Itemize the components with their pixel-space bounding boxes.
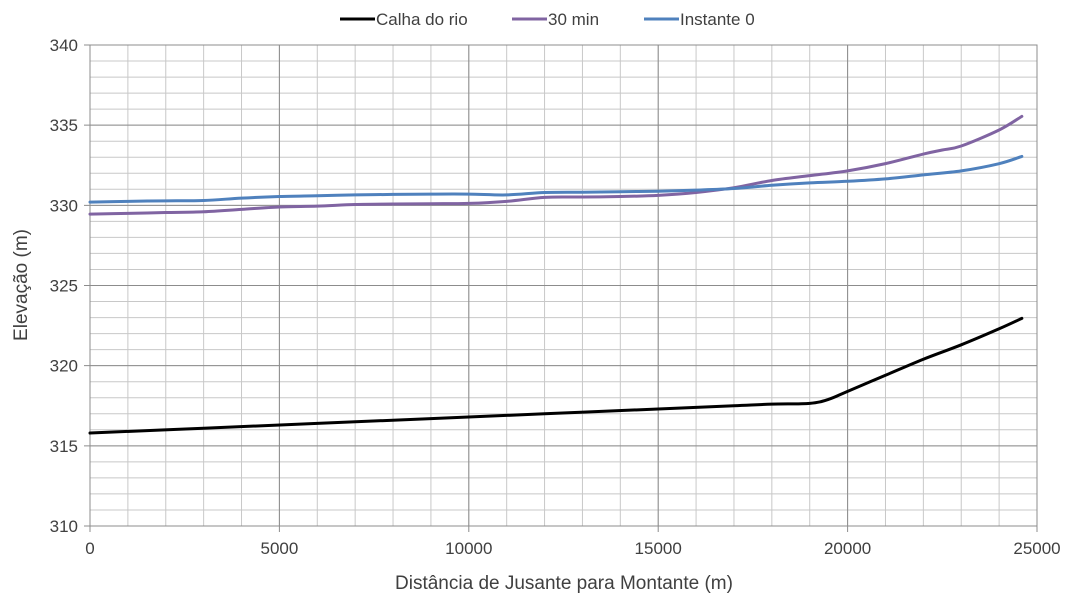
y-tick-label: 325 xyxy=(50,277,78,296)
series-lines xyxy=(88,114,1024,435)
series-line-30-min xyxy=(88,114,1024,216)
axes: 0 5000 10000 15000 20000 25000 310 315 320 325 330… xyxy=(50,36,1061,558)
legend-label-30-min: 30 min xyxy=(548,10,599,29)
y-tick-label: 310 xyxy=(50,517,78,536)
y-tick-label: 315 xyxy=(50,437,78,456)
major-grid xyxy=(84,44,1038,532)
plot-area-border xyxy=(89,44,1038,527)
y-tick-label: 320 xyxy=(50,357,78,376)
y-axis-title: Elevação (m) xyxy=(11,229,32,341)
y-tick-label: 340 xyxy=(50,36,78,55)
x-axis-title: Distância de Jusante para Montante (m) xyxy=(395,573,733,594)
x-tick-label: 15000 xyxy=(635,539,682,558)
y-tick-label: 335 xyxy=(50,116,78,135)
legend-label-calha-do-rio: Calha do rio xyxy=(376,10,468,29)
y-tick-label: 330 xyxy=(50,196,78,215)
series-line-instante-0 xyxy=(88,154,1024,204)
x-tick-label: 0 xyxy=(85,539,94,558)
legend: Calha do rio 30 min Instante 0 xyxy=(340,10,755,29)
x-tick-label: 20000 xyxy=(824,539,871,558)
x-tick-label: 25000 xyxy=(1013,539,1060,558)
series-line-calha-do-rio xyxy=(88,316,1024,435)
x-tick-label: 5000 xyxy=(260,539,298,558)
legend-label-instante-0: Instante 0 xyxy=(680,10,755,29)
x-tick-label: 10000 xyxy=(445,539,492,558)
